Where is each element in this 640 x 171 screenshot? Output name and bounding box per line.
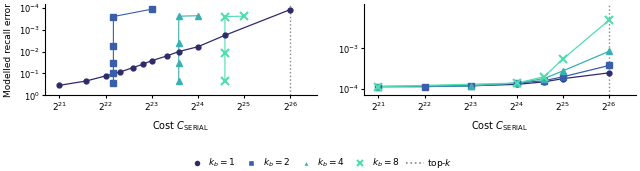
X-axis label: Cost $C_{\mathsf{SERIAL}}$: Cost $C_{\mathsf{SERIAL}}$ [472, 119, 529, 133]
Legend: $k_b = 1$, $k_b = 2$, $k_b = 4$, $k_b = 8$, top-$k$: $k_b = 1$, $k_b = 2$, $k_b = 4$, $k_b = … [184, 153, 456, 171]
X-axis label: Cost $C_{\mathsf{SERIAL}}$: Cost $C_{\mathsf{SERIAL}}$ [152, 119, 210, 133]
Y-axis label: Modelled recall error: Modelled recall error [4, 3, 13, 97]
